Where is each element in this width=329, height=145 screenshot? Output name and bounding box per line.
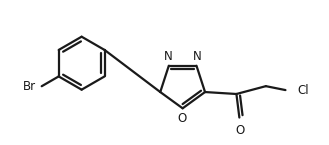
Text: N: N — [164, 50, 172, 63]
Text: O: O — [177, 112, 186, 125]
Text: Br: Br — [23, 80, 36, 93]
Text: N: N — [193, 50, 202, 63]
Text: Cl: Cl — [297, 84, 309, 97]
Text: O: O — [236, 124, 245, 137]
